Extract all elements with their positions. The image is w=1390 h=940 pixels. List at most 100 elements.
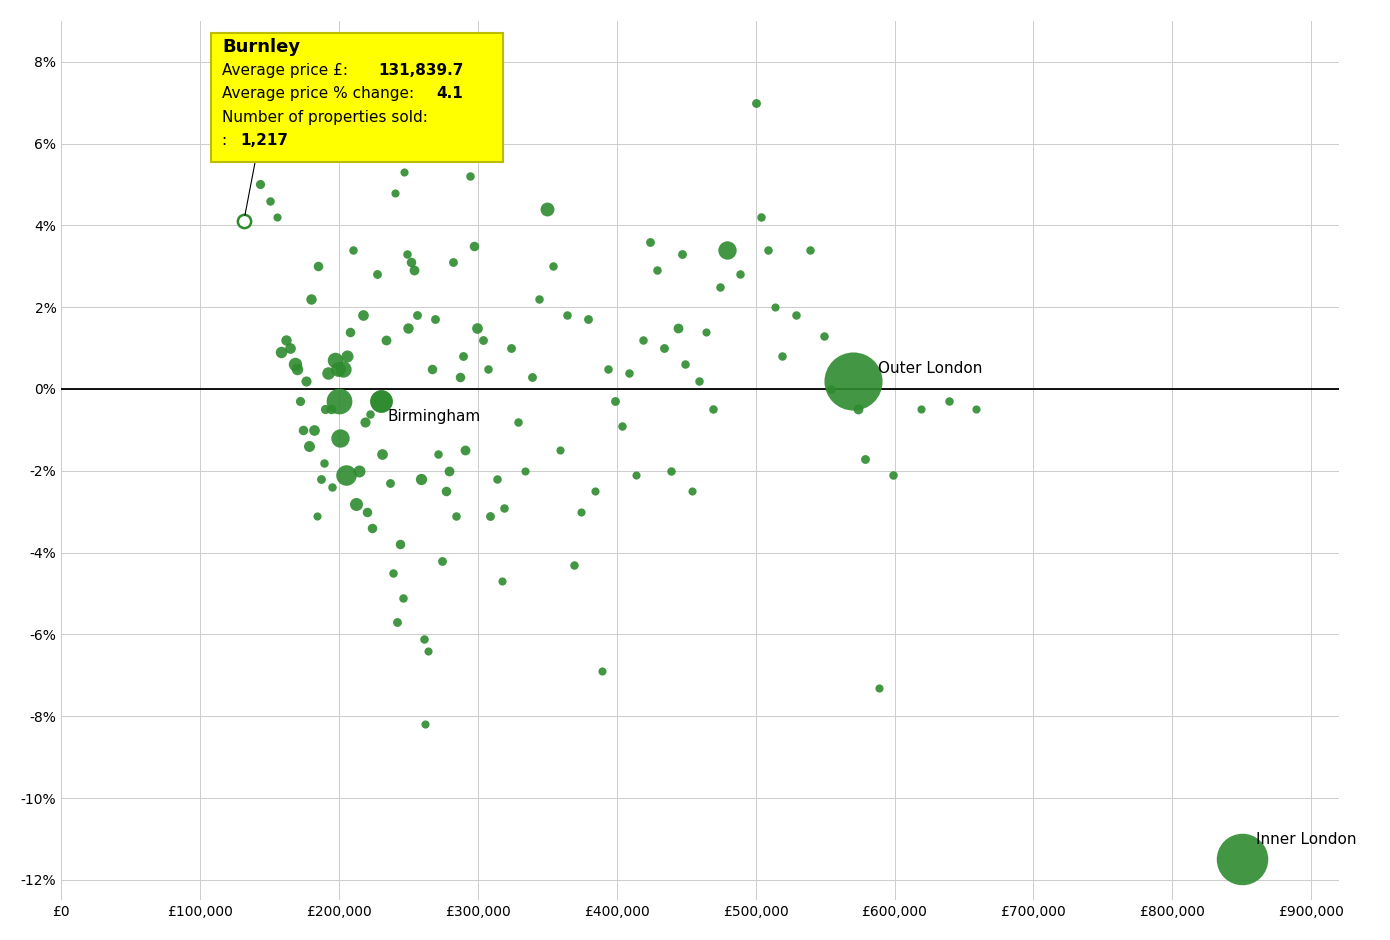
- Point: [342, 243, 364, 258]
- Point: [709, 279, 731, 294]
- Point: [660, 463, 682, 478]
- Point: [491, 573, 513, 588]
- Text: Burnley: Burnley: [222, 38, 300, 55]
- Point: [455, 443, 477, 458]
- Point: [259, 194, 281, 209]
- Point: [307, 258, 329, 274]
- Point: [570, 504, 592, 519]
- Point: [284, 357, 306, 372]
- Point: [356, 504, 378, 519]
- Point: [297, 439, 320, 454]
- Point: [438, 463, 460, 478]
- Point: [279, 340, 302, 355]
- Point: [393, 164, 416, 180]
- Point: [674, 357, 696, 372]
- Point: [421, 361, 443, 376]
- Point: [473, 333, 495, 348]
- Point: [403, 263, 425, 278]
- Point: [855, 451, 877, 466]
- Point: [345, 496, 367, 511]
- Point: [459, 169, 481, 184]
- Point: [361, 521, 384, 536]
- Point: [848, 402, 870, 417]
- Point: [883, 467, 905, 482]
- Point: [842, 373, 865, 388]
- Point: [619, 365, 641, 380]
- Point: [317, 365, 339, 380]
- Text: Outer London: Outer London: [878, 361, 983, 376]
- Point: [265, 210, 288, 225]
- Point: [328, 394, 350, 409]
- Point: [382, 566, 404, 581]
- Text: Inner London: Inner London: [1255, 832, 1357, 847]
- Point: [406, 307, 428, 322]
- Point: [563, 557, 585, 572]
- Point: [507, 415, 530, 430]
- Point: [275, 333, 297, 348]
- Point: [300, 291, 322, 306]
- Point: [910, 402, 933, 417]
- Point: [493, 500, 516, 515]
- Point: [389, 537, 411, 552]
- Point: [785, 307, 808, 322]
- Point: [514, 463, 537, 478]
- Point: [486, 472, 509, 487]
- Point: [306, 509, 328, 524]
- Point: [646, 263, 669, 278]
- Point: [626, 467, 648, 482]
- Point: [765, 300, 787, 315]
- Text: Average price £:: Average price £:: [222, 63, 359, 78]
- Point: [270, 345, 292, 360]
- Point: [417, 643, 439, 658]
- Point: [336, 349, 359, 364]
- Point: [702, 402, 724, 417]
- Point: [730, 267, 752, 282]
- Point: [938, 394, 960, 409]
- Point: [577, 312, 599, 327]
- Point: [688, 373, 710, 388]
- Point: [398, 321, 420, 336]
- Point: [521, 369, 543, 384]
- Point: [339, 324, 361, 339]
- Point: [452, 349, 474, 364]
- Text: Average price % change:: Average price % change:: [222, 86, 424, 102]
- Point: [869, 680, 891, 695]
- Point: [449, 369, 471, 384]
- Point: [384, 185, 406, 200]
- Point: [480, 509, 502, 524]
- Point: [771, 349, 794, 364]
- Point: [751, 210, 773, 225]
- Point: [332, 361, 354, 376]
- Point: [410, 472, 432, 487]
- Point: [348, 463, 370, 478]
- Point: [324, 352, 346, 368]
- Point: [758, 243, 780, 258]
- Point: [424, 312, 446, 327]
- Point: [234, 213, 256, 228]
- Point: [605, 394, 627, 409]
- Text: 4.1: 4.1: [436, 86, 463, 102]
- Point: [370, 394, 392, 409]
- Point: [292, 422, 314, 437]
- Point: [413, 631, 435, 646]
- Point: [556, 307, 578, 322]
- Point: [537, 201, 559, 216]
- Point: [310, 472, 332, 487]
- Point: [375, 333, 398, 348]
- FancyBboxPatch shape: [211, 33, 503, 162]
- Point: [414, 717, 436, 732]
- Point: [379, 476, 402, 491]
- Point: [354, 415, 377, 430]
- Point: [313, 455, 335, 470]
- Text: Number of properties sold:: Number of properties sold:: [222, 110, 428, 125]
- Point: [695, 324, 717, 339]
- Point: [591, 664, 613, 679]
- Point: [327, 361, 349, 376]
- Point: [392, 590, 414, 605]
- Point: [366, 267, 388, 282]
- Point: [466, 321, 488, 336]
- Point: [632, 333, 655, 348]
- Point: [549, 443, 571, 458]
- Point: [400, 255, 423, 270]
- Point: [335, 467, 357, 482]
